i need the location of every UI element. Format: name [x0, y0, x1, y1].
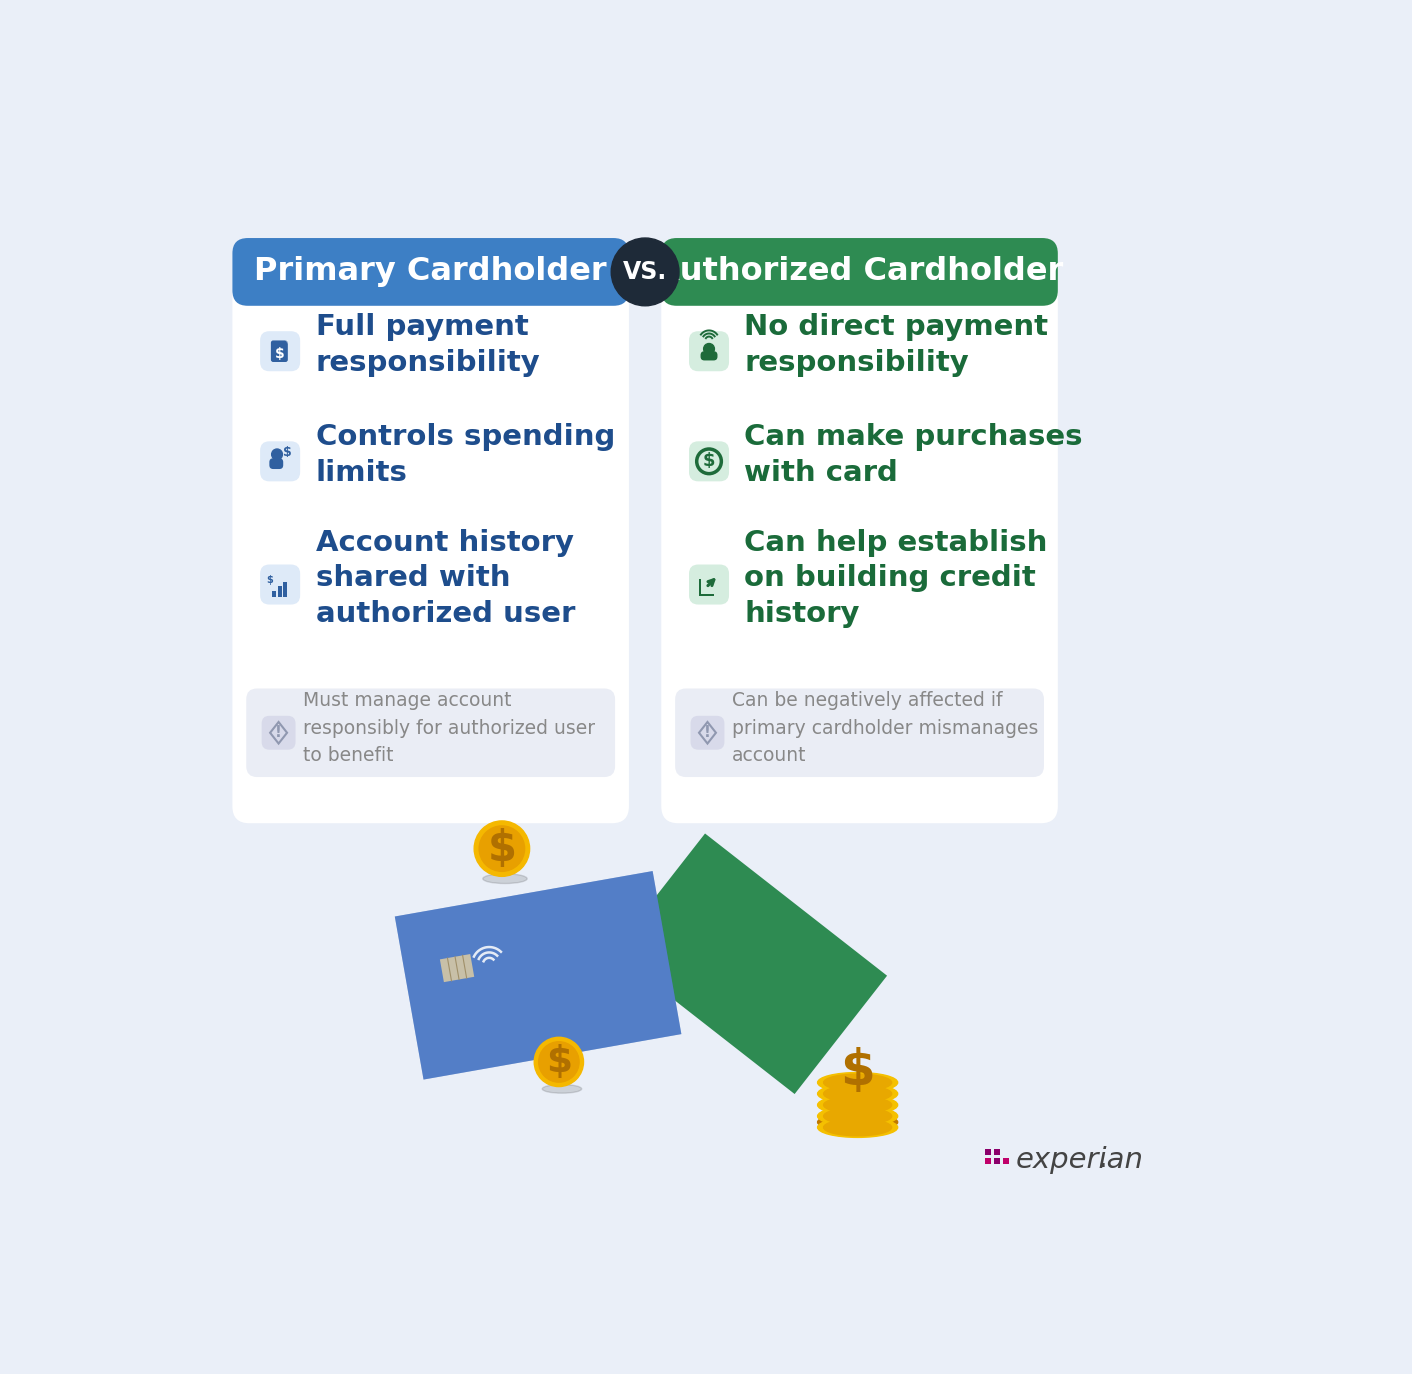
FancyBboxPatch shape [271, 341, 288, 361]
Text: $: $ [274, 346, 284, 360]
Circle shape [271, 449, 282, 460]
Ellipse shape [542, 1084, 582, 1094]
Ellipse shape [823, 1074, 891, 1091]
Text: !: ! [705, 725, 710, 741]
Polygon shape [441, 954, 474, 982]
Bar [699, 578, 700, 596]
FancyBboxPatch shape [260, 441, 301, 481]
Bar [273, 591, 277, 596]
FancyBboxPatch shape [689, 331, 729, 371]
FancyBboxPatch shape [233, 238, 628, 823]
Text: No direct payment
responsibility: No direct payment responsibility [744, 313, 1049, 376]
FancyBboxPatch shape [661, 238, 1058, 306]
FancyBboxPatch shape [261, 716, 295, 750]
Ellipse shape [818, 1073, 898, 1092]
Circle shape [534, 1037, 583, 1087]
Text: .: . [1096, 1140, 1108, 1175]
Text: Can help establish
on building credit
history: Can help establish on building credit hi… [744, 529, 1048, 628]
Text: $: $ [703, 452, 716, 470]
FancyBboxPatch shape [260, 331, 301, 371]
Ellipse shape [818, 1106, 898, 1127]
Bar [1003, 1158, 1010, 1164]
Text: Primary Cardholder: Primary Cardholder [254, 257, 607, 287]
Ellipse shape [818, 1113, 898, 1131]
FancyBboxPatch shape [689, 441, 729, 481]
Text: Authorized Cardholder: Authorized Cardholder [655, 257, 1063, 287]
FancyBboxPatch shape [700, 352, 717, 360]
FancyBboxPatch shape [270, 459, 284, 469]
Ellipse shape [818, 1095, 898, 1114]
Text: experian: experian [1015, 1146, 1144, 1173]
Text: Can be negatively affected if
primary cardholder mismanages
account: Can be negatively affected if primary ca… [731, 691, 1038, 765]
FancyBboxPatch shape [675, 688, 1043, 778]
Text: $: $ [546, 1044, 572, 1080]
Ellipse shape [823, 1085, 891, 1102]
Circle shape [703, 344, 714, 354]
Text: $: $ [267, 574, 274, 585]
FancyBboxPatch shape [661, 238, 1058, 823]
FancyBboxPatch shape [233, 238, 628, 306]
Bar [984, 1158, 991, 1164]
Text: $: $ [487, 827, 517, 870]
Bar [994, 1158, 1000, 1164]
Bar [284, 583, 287, 596]
Text: $: $ [284, 445, 292, 459]
FancyBboxPatch shape [260, 565, 301, 605]
Ellipse shape [823, 1118, 891, 1136]
Text: Controls spending
limits: Controls spending limits [315, 423, 614, 486]
Bar [699, 594, 714, 596]
Circle shape [611, 238, 679, 306]
FancyBboxPatch shape [246, 688, 616, 778]
Text: Can make purchases
with card: Can make purchases with card [744, 423, 1083, 486]
Polygon shape [395, 871, 682, 1080]
Text: !: ! [275, 725, 282, 741]
Text: $: $ [840, 1047, 875, 1095]
Circle shape [474, 820, 530, 877]
Bar [994, 1149, 1000, 1156]
Text: Full payment
responsibility: Full payment responsibility [315, 313, 541, 376]
Ellipse shape [483, 874, 527, 883]
Bar [278, 587, 281, 596]
Ellipse shape [823, 1107, 891, 1124]
Text: VS.: VS. [623, 260, 668, 284]
FancyBboxPatch shape [689, 565, 729, 605]
FancyBboxPatch shape [690, 716, 724, 750]
Polygon shape [285, 341, 288, 344]
Text: Must manage account
responsibly for authorized user
to benefit: Must manage account responsibly for auth… [304, 691, 596, 765]
Circle shape [479, 826, 525, 871]
Bar [984, 1149, 991, 1156]
Ellipse shape [823, 1096, 891, 1113]
Circle shape [538, 1041, 579, 1083]
Ellipse shape [818, 1084, 898, 1103]
Ellipse shape [818, 1117, 898, 1138]
Text: Account history
shared with
authorized user: Account history shared with authorized u… [315, 529, 575, 628]
Polygon shape [613, 834, 887, 1094]
Polygon shape [395, 871, 682, 1080]
